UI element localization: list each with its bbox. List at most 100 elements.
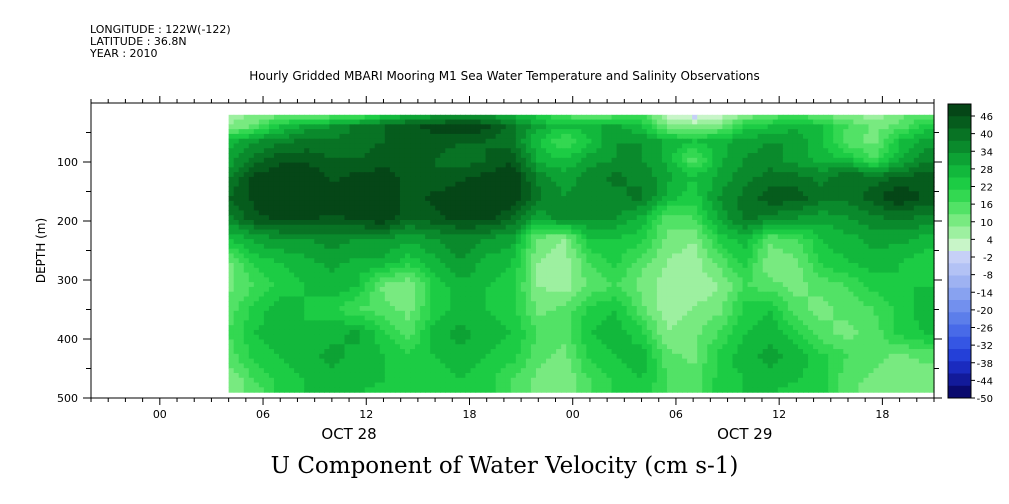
heatmap-cell — [767, 219, 774, 226]
heatmap-cell — [702, 200, 708, 207]
heatmap-cell — [868, 239, 875, 245]
heatmap-cell — [399, 181, 406, 188]
heatmap-cell — [530, 138, 537, 145]
heatmap-cell — [299, 167, 305, 173]
heatmap-cell — [505, 219, 512, 226]
heatmap-cell — [707, 153, 713, 159]
heatmap-cell — [787, 253, 794, 259]
heatmap-cell — [314, 200, 320, 207]
heatmap-cell — [450, 272, 456, 278]
heatmap-cell — [707, 277, 713, 283]
heatmap-cell — [707, 267, 713, 274]
heatmap-cell — [389, 172, 396, 178]
heatmap-cell — [541, 172, 547, 178]
heatmap-cell — [334, 162, 341, 168]
heatmap-cell — [621, 181, 628, 188]
heatmap-cell — [843, 181, 849, 188]
heatmap-cell — [651, 181, 658, 188]
heatmap-cell — [782, 143, 789, 149]
heatmap-cell — [389, 272, 396, 278]
heatmap-cell — [440, 215, 446, 221]
heatmap-cell — [294, 133, 300, 140]
heatmap-cell — [848, 272, 854, 278]
heatmap-cell — [551, 234, 557, 240]
heatmap-cell — [893, 272, 900, 278]
heatmap-cell — [505, 181, 512, 188]
heatmap-cell — [551, 253, 557, 259]
heatmap-cell — [828, 181, 834, 188]
heatmap-cell — [354, 282, 361, 288]
heatmap-cell — [616, 181, 623, 188]
heatmap-cell — [294, 258, 300, 264]
heatmap-cell — [273, 253, 280, 259]
heatmap-cell — [460, 153, 467, 159]
heatmap-cell — [858, 200, 865, 207]
heatmap-cell — [238, 157, 245, 164]
heatmap-cell — [873, 200, 880, 207]
heatmap-cell — [284, 243, 290, 250]
heatmap-cell — [596, 219, 603, 226]
heatmap-cell — [591, 210, 598, 216]
heatmap-cell — [767, 258, 774, 264]
heatmap-cell — [616, 172, 623, 178]
heatmap-cell — [490, 263, 497, 269]
heatmap-cell — [818, 243, 824, 250]
heatmap-cell — [243, 162, 250, 168]
heatmap-cell — [571, 162, 577, 168]
heatmap-cell — [445, 272, 451, 278]
heatmap-cell — [893, 253, 900, 259]
heatmap-cell — [808, 229, 814, 235]
heatmap-cell — [717, 157, 723, 164]
heatmap-cell — [823, 162, 829, 168]
heatmap-cell — [410, 200, 416, 207]
heatmap-cell — [364, 229, 371, 235]
heatmap-cell — [833, 210, 839, 216]
heatmap-cell — [546, 215, 552, 221]
heatmap-cell — [561, 181, 567, 188]
heatmap-cell — [485, 143, 492, 149]
heatmap-cell — [883, 253, 890, 259]
heatmap-cell — [299, 143, 305, 149]
heatmap-cell — [808, 181, 814, 188]
heatmap-cell — [591, 138, 598, 145]
heatmap-cell — [808, 148, 814, 154]
heatmap-cell — [581, 277, 587, 283]
heatmap-cell — [893, 148, 900, 154]
heatmap-cell — [762, 143, 769, 149]
heatmap-cell — [515, 210, 522, 216]
heatmap-cell — [450, 167, 456, 173]
heatmap-cell — [631, 181, 638, 188]
heatmap-cell — [712, 191, 718, 197]
heatmap-cell — [737, 157, 744, 164]
heatmap-cell — [908, 133, 915, 140]
heatmap-cell — [616, 129, 623, 135]
heatmap-cell — [415, 234, 421, 240]
heatmap-cell — [878, 157, 885, 164]
heatmap-cell — [596, 277, 603, 283]
heatmap-cell — [858, 205, 865, 212]
heatmap-cell — [228, 191, 235, 197]
heatmap-cell — [661, 243, 668, 250]
heatmap-cell — [858, 277, 865, 283]
heatmap-cell — [289, 181, 295, 188]
heatmap-cell — [273, 138, 280, 145]
heatmap-cell — [243, 181, 250, 188]
heatmap-cell — [319, 234, 325, 240]
heatmap-cell — [863, 148, 870, 154]
heatmap-cell — [329, 248, 336, 255]
heatmap-cell — [873, 138, 880, 145]
heatmap-cell — [505, 277, 512, 283]
heatmap-cell — [284, 153, 290, 159]
heatmap-cell — [324, 282, 330, 288]
heatmap-cell — [404, 133, 411, 140]
heatmap-cell — [495, 167, 502, 173]
heatmap-cell — [843, 267, 849, 274]
heatmap-cell — [420, 248, 426, 255]
heatmap-cell — [445, 229, 451, 235]
heatmap-cell — [500, 263, 507, 269]
heatmap-cell — [515, 243, 522, 250]
heatmap-cell — [707, 196, 713, 202]
heatmap-cell — [304, 248, 310, 255]
heatmap-cell — [656, 176, 663, 183]
heatmap-cell — [727, 196, 734, 202]
